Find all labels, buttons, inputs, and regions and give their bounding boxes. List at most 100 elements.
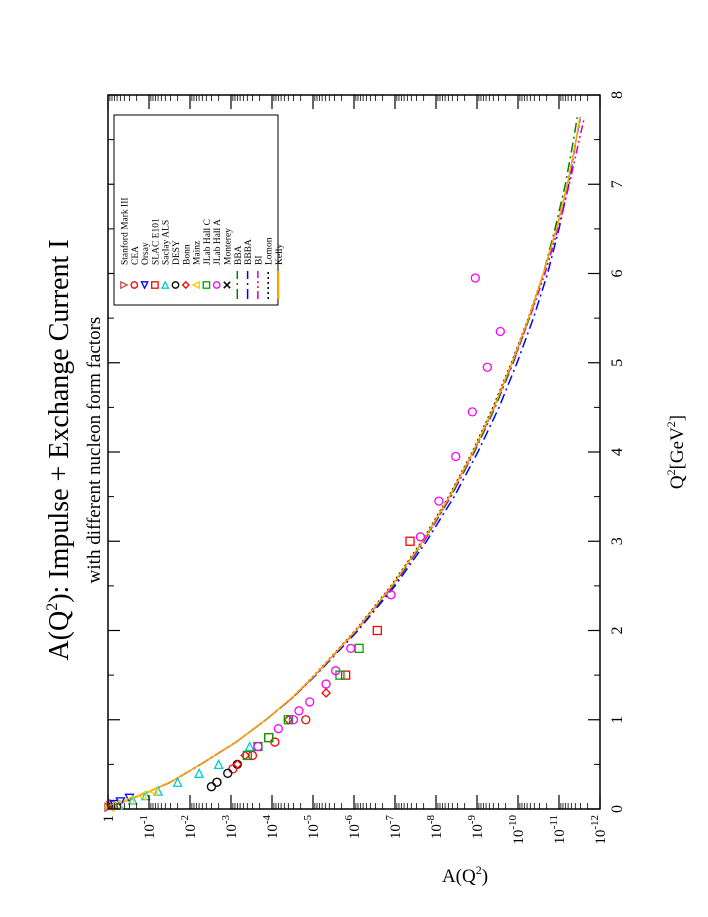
y-tick-label: 10-9 bbox=[466, 815, 486, 840]
legend-marker bbox=[212, 281, 221, 289]
point-jlab-hall-a bbox=[467, 407, 477, 417]
legend-label: JLab Hall A bbox=[213, 219, 223, 265]
point-jlab-hall-a bbox=[451, 451, 461, 462]
y-tick-label: 10-2 bbox=[179, 815, 199, 839]
chart-title: A(Q2): Impulse + Exchange Current I bbox=[44, 239, 75, 660]
y-tick-label: 1 bbox=[101, 815, 117, 823]
point-slac-e101 bbox=[372, 625, 382, 636]
legend-box bbox=[113, 114, 279, 306]
point-mainz bbox=[136, 790, 147, 801]
y-axis: 1 10-1 10-2 10-3 10-4 10-5 10-6 10-7 10-8 10-9 10-… bbox=[101, 95, 609, 845]
point-jlab-hall-c bbox=[354, 643, 364, 654]
legend-marker bbox=[191, 280, 200, 290]
point-desy bbox=[206, 782, 217, 792]
legend-label: Lomon bbox=[265, 237, 275, 265]
legend-label: Mainz bbox=[193, 241, 203, 265]
point-bonn bbox=[321, 688, 331, 698]
point-desy bbox=[212, 777, 222, 787]
point-jlab-hall-a bbox=[495, 326, 505, 337]
x-tick-label: 1 bbox=[609, 716, 626, 724]
point-jlab-hall-a bbox=[346, 643, 356, 654]
legend-marker bbox=[202, 281, 211, 289]
legend-marker bbox=[140, 281, 149, 290]
x-tick-label: 7 bbox=[609, 180, 626, 188]
y-axis-label-group: A(Q2) bbox=[442, 863, 488, 887]
x-tick-label: 6 bbox=[609, 270, 626, 278]
point-saclay-als bbox=[213, 758, 224, 770]
x-tick-label: 8 bbox=[609, 91, 626, 99]
point-jlab-hall-a bbox=[415, 532, 426, 542]
theory-curves bbox=[107, 117, 586, 810]
point-jlab-hall-a bbox=[470, 273, 480, 283]
y-tick-label: 10-11 bbox=[548, 815, 568, 844]
curve-bi bbox=[107, 117, 586, 810]
data-points bbox=[104, 273, 505, 813]
point-saclay-als bbox=[194, 767, 205, 778]
x-tick-label: 4 bbox=[609, 448, 626, 456]
y-tick-label: 10-4 bbox=[261, 815, 281, 840]
y-tick-label: 10-10 bbox=[507, 815, 527, 845]
x-axis-label: Q2[GeV2] bbox=[664, 415, 688, 489]
curve-kelly bbox=[107, 117, 581, 810]
point-jlab-hall-a bbox=[434, 496, 444, 506]
point-slac-e101 bbox=[340, 670, 351, 680]
point-saclay-als bbox=[153, 785, 164, 796]
legend-label: Monterey bbox=[224, 228, 234, 265]
point-slac-e101 bbox=[405, 536, 415, 546]
y-tick-label: 10-3 bbox=[220, 815, 240, 840]
point-jlab-hall-a bbox=[331, 666, 341, 676]
legend-label: Stanford Mark III bbox=[120, 197, 131, 265]
legend-marker bbox=[160, 280, 170, 289]
x-tick-label: 2 bbox=[609, 627, 626, 635]
legend-marker bbox=[171, 281, 180, 289]
legend-label: Bonn bbox=[182, 244, 192, 265]
rotated-figure: A(Q2): Impulse + Exchange Current I with… bbox=[44, 91, 688, 887]
legend-marker bbox=[151, 281, 159, 289]
point-jlab-hall-a bbox=[294, 706, 304, 716]
legend-label: Orsay bbox=[141, 242, 151, 265]
y-tick-label: 10-12 bbox=[589, 815, 609, 845]
point-jlab-hall-a bbox=[273, 724, 284, 734]
chart-subtitle: with different nucleon form factors bbox=[84, 317, 105, 584]
y-tick-label: 10-8 bbox=[425, 815, 445, 840]
point-saclay-als bbox=[172, 776, 183, 787]
legend-label: BBA bbox=[234, 245, 244, 265]
y-tick-label: 10-6 bbox=[343, 815, 363, 840]
y-tick-label: 10-5 bbox=[302, 815, 322, 840]
legend-label: JLab Hall C bbox=[203, 219, 213, 265]
legend-marker bbox=[120, 280, 129, 290]
legend: Stanford Mark III CEA Orsay SLAC E101 Saclay… bbox=[113, 114, 285, 306]
x-tick-label: 5 bbox=[609, 359, 626, 367]
point-desy bbox=[223, 768, 233, 778]
legend-label: Kelly bbox=[275, 244, 285, 265]
point-bonn bbox=[232, 759, 243, 770]
point-jlab-hall-a bbox=[288, 715, 299, 725]
y-tick-label: 10-7 bbox=[384, 815, 404, 840]
y-axis-label: A(Q2) bbox=[442, 863, 488, 887]
point-cea bbox=[301, 715, 311, 725]
point-jlab-hall-a bbox=[482, 362, 492, 372]
legend-marker bbox=[223, 281, 231, 289]
legend-marker bbox=[181, 280, 190, 290]
legend-label: DESY bbox=[172, 240, 182, 265]
point-desy bbox=[232, 759, 243, 770]
point-jlab-hall-a bbox=[253, 741, 263, 752]
legend-label: BI bbox=[254, 256, 264, 266]
legend-label: CEA bbox=[131, 246, 141, 265]
x-tick-label: 3 bbox=[609, 537, 626, 545]
legend-label: BBBA bbox=[244, 239, 254, 265]
x-tick-label: 0 bbox=[609, 805, 626, 813]
point-jlab-hall-c bbox=[283, 715, 293, 725]
legend-marker bbox=[130, 281, 139, 289]
legend-label: Saclay ALS bbox=[162, 220, 172, 265]
point-jlab-hall-a bbox=[321, 679, 331, 689]
y-tick-label: 10-1 bbox=[138, 815, 158, 839]
legend-label: SLAC E101 bbox=[151, 218, 161, 265]
point-mainz bbox=[123, 795, 135, 806]
point-mainz bbox=[147, 786, 158, 797]
point-saclay-als bbox=[244, 741, 255, 752]
point-jlab-hall-c bbox=[242, 750, 252, 761]
point-jlab-hall-c bbox=[264, 732, 274, 743]
point-jlab-hall-a bbox=[305, 697, 315, 707]
